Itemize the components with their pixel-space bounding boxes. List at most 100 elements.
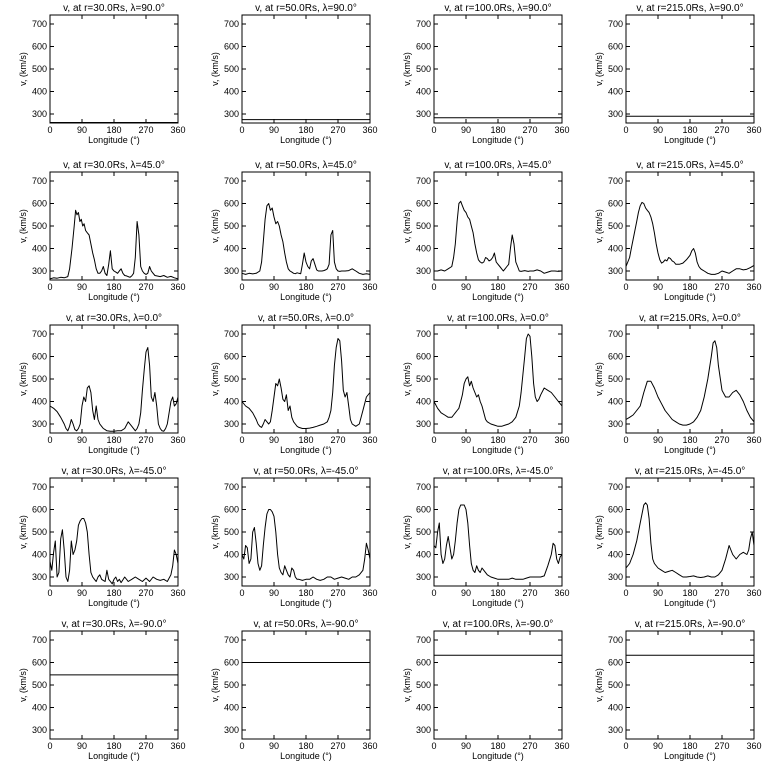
x-tick-label: 180 — [682, 125, 697, 135]
x-tick-label: 0 — [47, 588, 52, 598]
x-tick-label: 90 — [653, 741, 663, 751]
x-tick-label: 90 — [77, 435, 87, 445]
y-tick-label: 600 — [608, 352, 623, 362]
panel-10: v, at r=50.0Rs, λ=0.0° v, (km/s) Longitude… — [210, 313, 378, 455]
y-axis-label: v, (km/s) — [18, 515, 28, 549]
x-tick-label: 360 — [362, 588, 377, 598]
panel-title: v, at r=215.0Rs, λ=-90.0° — [635, 619, 746, 630]
plot-frame — [433, 477, 563, 587]
y-tick-label: 300 — [224, 266, 239, 276]
x-tick-label: 360 — [170, 125, 185, 135]
y-tick-label: 500 — [608, 374, 623, 384]
x-tick-label: 360 — [554, 741, 569, 751]
y-tick-label: 400 — [416, 87, 431, 97]
x-tick-label: 270 — [138, 435, 153, 445]
panel-title: v, at r=215.0Rs, λ=-45.0° — [635, 466, 746, 477]
y-tick-label: 300 — [224, 109, 239, 119]
x-tick-label: 180 — [490, 282, 505, 292]
x-tick-label: 270 — [330, 588, 345, 598]
y-tick-label: 400 — [224, 244, 239, 254]
y-axis-label: v, (km/s) — [210, 52, 220, 86]
x-tick-label: 90 — [269, 741, 279, 751]
panel-title: v, at r=30.0Rs, λ=-90.0° — [62, 619, 167, 630]
y-axis-label: v, (km/s) — [18, 52, 28, 86]
y-tick-label: 400 — [416, 703, 431, 713]
y-tick-label: 700 — [32, 482, 47, 492]
x-tick-label: 0 — [47, 435, 52, 445]
panel-title: v, at r=30.0Rs, λ=45.0° — [63, 160, 165, 171]
y-tick-label: 500 — [416, 64, 431, 74]
y-tick-label: 300 — [608, 419, 623, 429]
x-tick-label: 90 — [77, 282, 87, 292]
y-tick-label: 700 — [224, 176, 239, 186]
x-tick-label: 0 — [431, 125, 436, 135]
x-tick-label: 270 — [138, 125, 153, 135]
y-tick-label: 400 — [32, 244, 47, 254]
x-axis-label: Longitude (°) — [472, 598, 524, 608]
x-tick-label: 360 — [362, 125, 377, 135]
y-tick-label: 500 — [224, 221, 239, 231]
y-axis-label: v, (km/s) — [594, 668, 604, 702]
x-tick-label: 270 — [522, 435, 537, 445]
x-tick-label: 180 — [682, 282, 697, 292]
x-axis-label: Longitude (°) — [664, 135, 716, 145]
y-tick-label: 500 — [416, 680, 431, 690]
panel-title: v, at r=50.0Rs, λ=0.0° — [258, 313, 354, 324]
x-axis-label: Longitude (°) — [280, 445, 332, 455]
panel-title: v, at r=100.0Rs, λ=90.0° — [444, 3, 551, 14]
x-tick-label: 90 — [269, 435, 279, 445]
x-tick-label: 270 — [714, 125, 729, 135]
x-tick-label: 0 — [239, 588, 244, 598]
y-tick-label: 400 — [416, 550, 431, 560]
data-line — [49, 347, 179, 432]
x-tick-label: 180 — [298, 125, 313, 135]
x-tick-label: 0 — [623, 435, 628, 445]
x-tick-label: 0 — [239, 741, 244, 751]
y-tick-label: 500 — [32, 221, 47, 231]
x-tick-label: 360 — [554, 282, 569, 292]
x-tick-label: 270 — [714, 282, 729, 292]
x-axis-label: Longitude (°) — [472, 751, 524, 761]
y-tick-label: 400 — [32, 703, 47, 713]
y-tick-label: 600 — [416, 199, 431, 209]
data-line — [49, 209, 179, 280]
x-tick-label: 180 — [682, 741, 697, 751]
y-tick-label: 300 — [416, 109, 431, 119]
y-tick-label: 700 — [416, 19, 431, 29]
plot-frame — [625, 171, 755, 281]
y-tick-label: 400 — [224, 87, 239, 97]
x-tick-label: 0 — [623, 125, 628, 135]
x-tick-label: 0 — [431, 588, 436, 598]
y-tick-label: 400 — [608, 550, 623, 560]
y-tick-label: 700 — [416, 635, 431, 645]
y-tick-label: 600 — [416, 505, 431, 515]
panel-title: v, at r=30.0Rs, λ=0.0° — [66, 313, 162, 324]
x-tick-label: 360 — [746, 125, 761, 135]
x-axis-label: Longitude (°) — [88, 598, 140, 608]
x-tick-label: 180 — [106, 125, 121, 135]
y-axis-label: v, (km/s) — [402, 668, 412, 702]
x-tick-label: 180 — [490, 125, 505, 135]
x-tick-label: 90 — [653, 125, 663, 135]
plot-frame — [625, 477, 755, 587]
x-axis-label: Longitude (°) — [664, 292, 716, 302]
x-tick-label: 90 — [461, 125, 471, 135]
plot-frame — [49, 14, 179, 124]
x-tick-label: 360 — [746, 282, 761, 292]
x-tick-label: 360 — [170, 282, 185, 292]
y-tick-label: 700 — [608, 19, 623, 29]
x-axis-label: Longitude (°) — [88, 135, 140, 145]
y-tick-label: 500 — [608, 680, 623, 690]
panel-title: v, at r=215.0Rs, λ=45.0° — [636, 160, 743, 171]
x-tick-label: 360 — [170, 588, 185, 598]
x-tick-label: 0 — [239, 435, 244, 445]
panel-1: v, at r=30.0Rs, λ=90.0° v, (km/s) Longitud… — [18, 3, 186, 145]
y-tick-label: 700 — [224, 482, 239, 492]
panel-12: v, at r=215.0Rs, λ=0.0° v, (km/s) Longitud… — [594, 313, 762, 455]
data-line — [625, 340, 755, 426]
y-tick-label: 700 — [608, 482, 623, 492]
y-axis-label: v, (km/s) — [402, 362, 412, 396]
x-tick-label: 0 — [47, 741, 52, 751]
y-tick-label: 600 — [32, 42, 47, 52]
x-tick-label: 90 — [461, 282, 471, 292]
